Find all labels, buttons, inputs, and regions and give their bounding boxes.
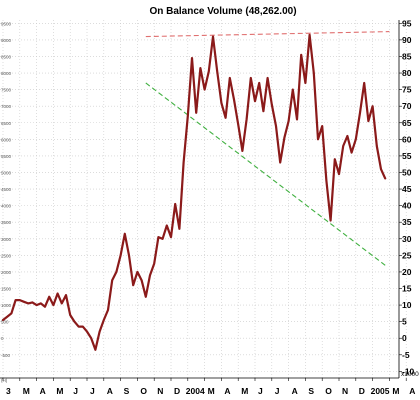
x-tick-label: J [73, 386, 78, 396]
left-tick-label: 6000 [1, 137, 12, 142]
right-tick-label: 5 [402, 317, 407, 327]
x-tick-label: J [258, 386, 263, 396]
x-tick-label: A [40, 386, 46, 396]
left-tick-label: 7000 [1, 104, 12, 109]
right-tick-label: 55 [402, 151, 412, 161]
left-tick-label: 4500 [1, 187, 12, 192]
x-tick-label: D [359, 386, 365, 396]
left-tick-label: 6500 [1, 121, 12, 126]
right-tick-label: 20 [402, 267, 412, 277]
right-tick-label: 70 [402, 101, 412, 111]
right-tick-label: 80 [402, 68, 412, 78]
right-tick-label: 25 [402, 250, 412, 260]
right-tick-label: 90 [402, 35, 412, 45]
trendlines [145, 31, 390, 266]
x-tick-label: M [208, 386, 215, 396]
left-tick-label: 3500 [1, 220, 12, 225]
left-tick-label: 9000 [1, 38, 12, 43]
left-tick-label: 0 [1, 336, 4, 341]
resistance-trendline [145, 31, 390, 38]
right-tick-label: 85 [402, 51, 412, 61]
right-tick-label: 65 [402, 118, 412, 128]
left-tick-label: 500 [1, 320, 9, 325]
right-tick-label: 50 [402, 167, 412, 177]
right-tick-label: 45 [402, 184, 412, 194]
left-tick-label: 3000 [1, 237, 12, 242]
support-trendline [145, 82, 386, 266]
x-year-label: 2004 [186, 386, 205, 396]
left-tick-label: 4000 [1, 204, 12, 209]
right-axis-unit-label: x1000 [401, 371, 419, 378]
left-axis: 9500900085008000750070006500600055005000… [1, 21, 12, 383]
left-tick-label: 1000 [1, 303, 12, 308]
right-tick-label: -5 [402, 350, 410, 360]
right-tick-label: 40 [402, 201, 412, 211]
x-tick-label: S [124, 386, 130, 396]
right-tick-label: 60 [402, 134, 412, 144]
x-tick-label: J [275, 386, 280, 396]
right-tick-label: 30 [402, 234, 412, 244]
x-tick-label: D [174, 386, 180, 396]
x-tick-label: A [292, 386, 298, 396]
left-tick-label: 8000 [1, 71, 12, 76]
chart-title: On Balance Volume (48,262.00) [149, 6, 296, 17]
series [1, 33, 387, 351]
x-tick-label: A [224, 386, 230, 396]
left-tick-label: 9500 [1, 21, 12, 26]
left-tick-label: 5500 [1, 154, 12, 159]
x-tick-label: M [241, 386, 248, 396]
right-tick-label: 10 [402, 300, 412, 310]
left-tick-label: 5000 [1, 170, 12, 175]
grid [0, 20, 407, 378]
x-tick-label: M [392, 386, 399, 396]
left-tick-label: 8500 [1, 54, 12, 59]
right-tick-label: 35 [402, 217, 412, 227]
x-tick-label: N [342, 386, 348, 396]
x-tick-label: M [23, 386, 30, 396]
x-tick-label: M [56, 386, 63, 396]
left-tick-label: -500 [1, 353, 11, 358]
x-tick-label: A [107, 386, 113, 396]
x-tick-label: N [157, 386, 163, 396]
left-tick-label: (H) [1, 378, 8, 383]
x-tick-label: J [90, 386, 95, 396]
x-year-label: 2005 [371, 386, 390, 396]
right-tick-label: -10 [402, 366, 415, 376]
x-tick-label: S [308, 386, 314, 396]
right-tick-label: 75 [402, 85, 412, 95]
x-tick-label: A [409, 386, 415, 396]
right-tick-label: 15 [402, 284, 412, 294]
right-axis: 95908580757065605550454035302520151050-5… [399, 18, 415, 376]
left-tick-label: 1500 [1, 287, 12, 292]
x-axis: 3MAMJJASOND2004MAMJJASOND2005MAM [2, 378, 415, 396]
left-tick-label: 7500 [1, 88, 12, 93]
x-tick-label: 3 [6, 386, 11, 396]
x-tick-label: O [140, 386, 147, 396]
x-tick-label: O [325, 386, 332, 396]
obv-series-line [1, 33, 387, 351]
left-tick-label: 2000 [1, 270, 12, 275]
right-tick-label: 95 [402, 18, 412, 28]
right-tick-label: 0 [402, 333, 407, 343]
left-tick-label: 2500 [1, 253, 12, 258]
